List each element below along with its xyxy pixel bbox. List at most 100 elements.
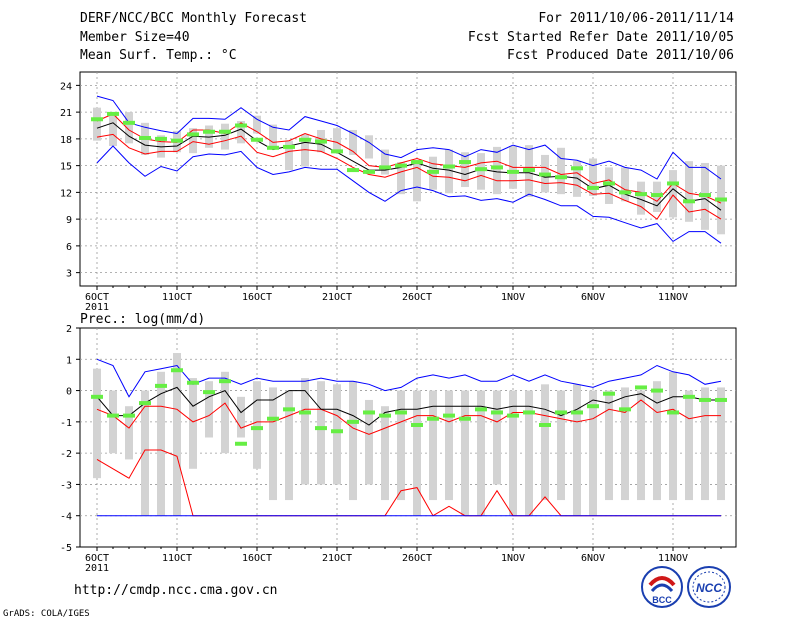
spread-box	[365, 399, 373, 485]
y-tick-label: 18	[60, 135, 72, 146]
observed-marker	[539, 172, 551, 177]
series-line-upper-spread	[96, 113, 722, 204]
observed-marker	[379, 413, 391, 418]
observed-marker	[427, 169, 439, 174]
observed-marker	[603, 391, 615, 396]
observed-marker	[267, 416, 279, 421]
spread-box	[397, 162, 405, 195]
spread-box	[381, 406, 389, 501]
spread-box	[429, 390, 437, 501]
spread-box	[605, 390, 613, 501]
panel-frame-2	[79, 327, 737, 548]
spread-box	[589, 158, 597, 196]
observed-marker	[203, 390, 215, 395]
spread-box	[125, 406, 133, 460]
y-tick-label: 6	[66, 242, 72, 253]
observed-marker	[651, 193, 663, 198]
grads-credit: GrADS: COLA/IGES	[3, 609, 90, 619]
y-tick-label: -2	[60, 449, 72, 460]
x-tick-label: 16OCT	[242, 553, 272, 564]
x-tick-label: 11NOV	[658, 292, 688, 303]
spread-box	[237, 396, 245, 438]
observed-marker	[91, 117, 103, 122]
spread-box	[653, 381, 661, 501]
source-url[interactable]: http://cmdp.ncc.cma.gov.cn	[74, 583, 278, 598]
observed-marker	[683, 394, 695, 399]
y-tick-label: -3	[60, 480, 72, 491]
x-year-label: 2011	[85, 302, 109, 313]
observed-marker	[571, 166, 583, 171]
spread-box	[125, 112, 133, 144]
observed-marker	[443, 164, 455, 169]
observed-marker	[539, 422, 551, 427]
observed-marker	[603, 181, 615, 186]
observed-marker	[523, 410, 535, 415]
spread-box	[381, 149, 389, 175]
x-tick-label: 21OCT	[322, 553, 352, 564]
observed-marker	[475, 167, 487, 172]
series-line-ensemble-mean	[96, 386, 721, 426]
observed-marker	[139, 135, 151, 140]
observed-marker	[491, 165, 503, 170]
observed-marker	[587, 404, 599, 409]
observed-marker	[347, 168, 359, 173]
x-tick-label: 6OCT	[85, 553, 109, 564]
spread-box	[253, 381, 261, 469]
observed-marker	[459, 416, 471, 421]
observed-marker	[251, 426, 263, 431]
spread-box	[333, 384, 341, 485]
spread-box	[189, 378, 197, 469]
y-tick-label: -1	[60, 418, 72, 429]
observed-marker	[299, 410, 311, 415]
observed-marker	[715, 197, 727, 202]
observed-marker	[123, 413, 135, 418]
spread-box	[109, 390, 117, 454]
spread-box	[173, 353, 181, 516]
x-tick-label: 1NOV	[501, 292, 525, 303]
observed-marker	[491, 410, 503, 415]
spread-box	[461, 390, 469, 516]
observed-marker	[619, 407, 631, 412]
observed-marker	[171, 368, 183, 373]
observed-marker	[475, 407, 487, 412]
produced-date-label: Fcst Produced Date 2011/10/06	[507, 48, 734, 63]
spread-box	[541, 384, 549, 501]
spread-box	[221, 371, 229, 454]
y-tick-label: 1	[66, 355, 72, 366]
spread-box	[205, 381, 213, 438]
spread-box	[685, 390, 693, 501]
observed-marker	[315, 139, 327, 144]
spread-box	[301, 134, 309, 167]
observed-marker	[379, 165, 391, 170]
series-line-upper-extreme	[96, 358, 722, 398]
spread-box	[621, 387, 629, 501]
observed-marker	[411, 160, 423, 165]
observed-marker	[155, 383, 167, 388]
observed-marker	[587, 185, 599, 190]
spread-box	[477, 153, 485, 190]
observed-marker	[219, 129, 231, 134]
observed-marker	[283, 144, 295, 149]
spread-box	[285, 140, 293, 171]
y-tick-label: 3	[66, 269, 72, 280]
spread-box	[717, 387, 725, 501]
observed-marker	[459, 160, 471, 165]
x-tick-label: 11OCT	[162, 292, 192, 303]
spread-box	[93, 107, 101, 141]
spread-box	[493, 146, 501, 195]
observed-marker	[507, 413, 519, 418]
spread-box	[237, 121, 245, 144]
spread-box	[685, 161, 693, 222]
spread-box	[669, 170, 677, 218]
observed-marker	[635, 192, 647, 197]
spread-box	[285, 390, 293, 501]
y-tick-label: 24	[60, 81, 72, 92]
spread-box	[477, 390, 485, 516]
x-tick-label: 11OCT	[162, 553, 192, 564]
spread-box	[637, 390, 645, 501]
observed-marker	[347, 419, 359, 424]
series-line-upper-extreme	[96, 95, 722, 180]
observed-marker	[235, 441, 247, 446]
observed-marker	[667, 410, 679, 415]
spread-box	[573, 161, 581, 197]
